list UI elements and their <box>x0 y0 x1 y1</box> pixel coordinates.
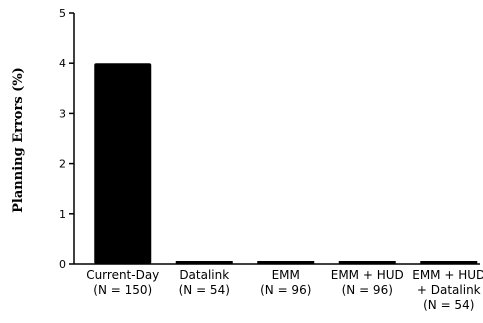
x-category-label: Datalink <box>179 268 229 282</box>
x-category-label: (N = 96) <box>342 283 393 297</box>
bars <box>94 63 478 265</box>
y-tick-label: 0 <box>59 258 66 271</box>
x-category-label: EMM <box>272 268 300 282</box>
y-axis-title: Planning Errors (%) <box>11 67 26 213</box>
x-category-label: EMM + HUD <box>331 268 404 282</box>
x-category-label: (N = 54) <box>179 283 230 297</box>
y-tick-label: 3 <box>59 107 66 120</box>
y-axis: 0 1 2 3 4 5 <box>59 7 75 271</box>
x-category-label: + Datalink <box>417 283 481 297</box>
y-tick-label: 5 <box>59 7 66 20</box>
y-tick-label: 1 <box>59 208 66 221</box>
bar <box>257 261 315 264</box>
x-category-label: EMM + HUD <box>412 268 483 282</box>
category-labels: Current-Day(N = 150)Datalink(N = 54)EMM(… <box>86 268 483 312</box>
y-tick-label: 4 <box>59 57 66 70</box>
bar <box>94 63 152 265</box>
y-tick-label: 2 <box>59 158 66 171</box>
x-category-label: (N = 150) <box>93 283 152 297</box>
bar <box>420 261 478 264</box>
x-category-label: Current-Day <box>86 268 159 282</box>
x-category-label: (N = 54) <box>423 298 474 312</box>
bar <box>175 261 233 264</box>
x-category-label: (N = 96) <box>260 283 311 297</box>
bar <box>338 261 396 264</box>
